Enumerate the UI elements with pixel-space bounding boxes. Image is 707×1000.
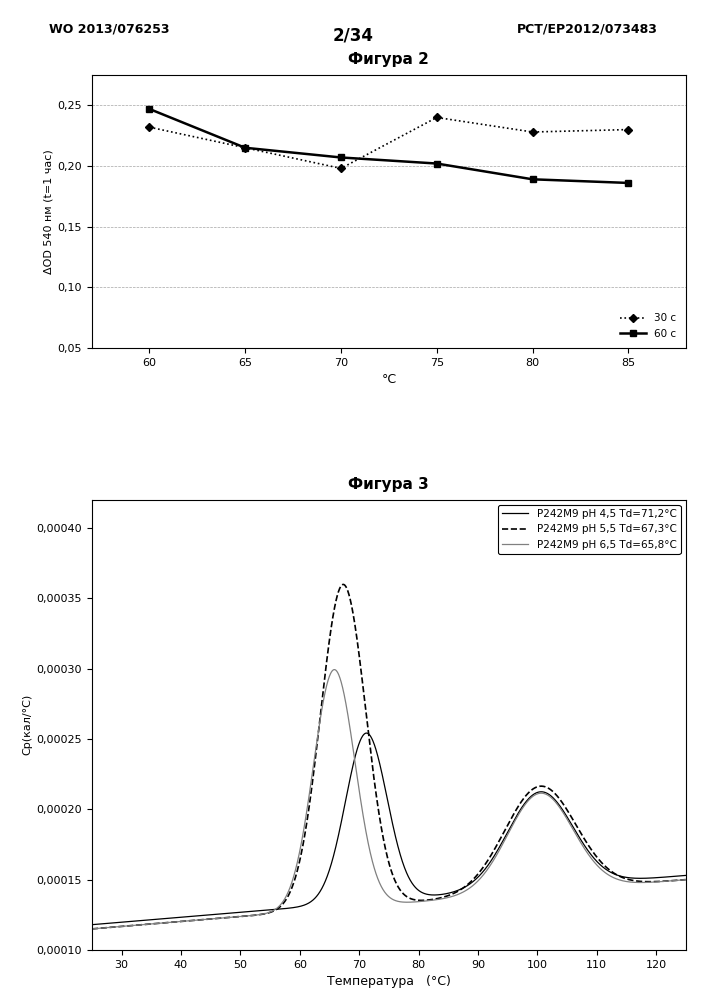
P242M9 pH 5,5 Td=67,3°C xyxy=(682,874,690,886)
P242M9 pH 6,5 Td=65,8°C xyxy=(665,875,673,887)
Title: Фигура 2: Фигура 2 xyxy=(349,52,429,67)
P242M9 pH 6,5 Td=65,8°C xyxy=(682,874,690,886)
X-axis label: Температура   (°C): Температура (°C) xyxy=(327,975,451,988)
P242M9 pH 4,5 Td=71,2°C xyxy=(88,919,96,931)
P242M9 pH 4,5 Td=71,2°C xyxy=(361,728,369,740)
P242M9 pH 4,5 Td=71,2°C xyxy=(377,763,385,775)
P242M9 pH 4,5 Td=71,2°C xyxy=(362,727,370,739)
P242M9 pH 6,5 Td=65,8°C xyxy=(377,880,385,892)
P242M9 pH 5,5 Td=67,3°C xyxy=(377,820,385,832)
P242M9 pH 6,5 Td=65,8°C xyxy=(88,923,96,935)
P242M9 pH 4,5 Td=71,2°C xyxy=(682,869,690,881)
P242M9 pH 5,5 Td=67,3°C xyxy=(361,700,370,712)
P242M9 pH 5,5 Td=67,3°C xyxy=(88,923,96,935)
Text: 2/34: 2/34 xyxy=(333,26,374,44)
P242M9 pH 6,5 Td=65,8°C xyxy=(118,920,127,932)
P242M9 pH 6,5 Td=65,8°C xyxy=(556,802,564,814)
Line: P242M9 pH 6,5 Td=65,8°C: P242M9 pH 6,5 Td=65,8°C xyxy=(92,670,686,929)
P242M9 pH 5,5 Td=67,3°C xyxy=(665,875,673,887)
Y-axis label: Cp(кал/°C): Cp(кал/°C) xyxy=(23,694,33,755)
Legend: P242M9 pH 4,5 Td=71,2°C, P242M9 pH 5,5 Td=67,3°C, P242M9 pH 6,5 Td=65,8°C: P242M9 pH 4,5 Td=71,2°C, P242M9 pH 5,5 T… xyxy=(498,505,681,554)
P242M9 pH 5,5 Td=67,3°C xyxy=(665,875,673,887)
P242M9 pH 4,5 Td=71,2°C xyxy=(665,871,673,883)
P242M9 pH 5,5 Td=67,3°C xyxy=(339,578,347,590)
Line: P242M9 pH 5,5 Td=67,3°C: P242M9 pH 5,5 Td=67,3°C xyxy=(92,584,686,929)
P242M9 pH 6,5 Td=65,8°C xyxy=(361,822,370,834)
Text: WO 2013/076253: WO 2013/076253 xyxy=(49,23,170,36)
P242M9 pH 5,5 Td=67,3°C xyxy=(556,793,564,805)
Legend: 30 с, 60 с: 30 с, 60 с xyxy=(616,309,681,343)
P242M9 pH 4,5 Td=71,2°C xyxy=(556,800,564,812)
Title: Фигура 3: Фигура 3 xyxy=(349,477,429,492)
P242M9 pH 6,5 Td=65,8°C xyxy=(665,875,673,887)
Y-axis label: ΔOD 540 нм (t=1 час): ΔOD 540 нм (t=1 час) xyxy=(43,149,54,274)
P242M9 pH 6,5 Td=65,8°C xyxy=(330,664,339,676)
P242M9 pH 4,5 Td=71,2°C xyxy=(665,871,673,883)
P242M9 pH 5,5 Td=67,3°C xyxy=(118,920,127,932)
P242M9 pH 4,5 Td=71,2°C xyxy=(118,916,127,928)
Line: P242M9 pH 4,5 Td=71,2°C: P242M9 pH 4,5 Td=71,2°C xyxy=(92,733,686,925)
Text: PCT/EP2012/073483: PCT/EP2012/073483 xyxy=(517,23,658,36)
X-axis label: °C: °C xyxy=(381,373,397,386)
